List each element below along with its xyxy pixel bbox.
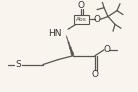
- Text: O: O: [103, 45, 110, 54]
- Text: S: S: [15, 60, 21, 69]
- Text: O: O: [78, 1, 85, 10]
- FancyBboxPatch shape: [74, 15, 89, 24]
- Polygon shape: [66, 35, 74, 56]
- Text: HN: HN: [48, 29, 62, 38]
- Text: Abs: Abs: [76, 17, 87, 22]
- Text: O: O: [92, 70, 99, 79]
- Text: O: O: [94, 15, 101, 24]
